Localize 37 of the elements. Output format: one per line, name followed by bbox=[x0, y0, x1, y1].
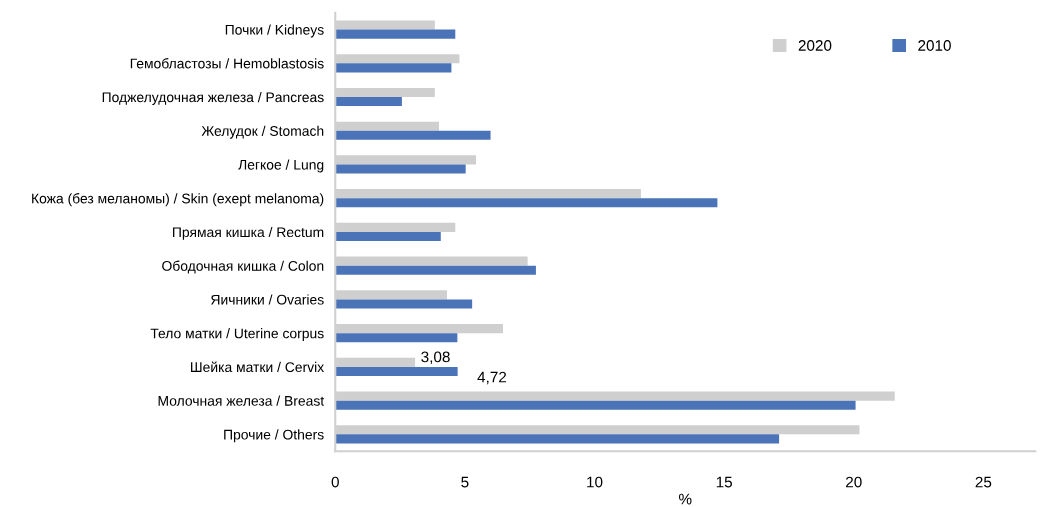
bar bbox=[335, 130, 491, 140]
y-tick-label: Ободочная кишка / Colon bbox=[162, 260, 324, 274]
y-tick-label: Почки / Kidneys bbox=[225, 24, 324, 38]
y-tick-label: Шейка матки / Cervix bbox=[191, 361, 325, 373]
x-tick-label: 20 bbox=[846, 476, 862, 488]
legend-label: 2020 bbox=[798, 40, 832, 51]
bar bbox=[335, 198, 718, 208]
data-label: 4,72 bbox=[477, 371, 507, 385]
y-tick-label: Прямая кишка / Rectum bbox=[173, 226, 324, 240]
y-tick-label: Кожа (без меланомы) / Skin (exept melanoma) bbox=[32, 193, 324, 207]
bar bbox=[335, 265, 536, 275]
bar bbox=[335, 29, 456, 39]
x-tick-label: 25 bbox=[975, 476, 992, 488]
x-tick-label: 0 bbox=[331, 476, 339, 488]
bar bbox=[335, 231, 441, 242]
y-tick-label: Прочие / Others bbox=[224, 429, 324, 443]
bar bbox=[335, 434, 780, 444]
x-tick-label: 5 bbox=[461, 476, 469, 488]
bar bbox=[335, 366, 458, 376]
bar bbox=[335, 400, 856, 410]
y-tick-label: Тело матки / Uterine corpus bbox=[150, 328, 324, 342]
bar bbox=[335, 299, 473, 309]
x-tick-label: 10 bbox=[587, 476, 603, 488]
bar bbox=[335, 164, 466, 174]
y-tick-label: Гемобластозы / Hemoblastosis bbox=[130, 58, 324, 69]
bar bbox=[335, 333, 458, 343]
bar bbox=[335, 63, 452, 73]
y-tick-label: Поджелудочная железа / Pancreas bbox=[102, 91, 324, 105]
bar bbox=[335, 97, 402, 107]
data-label: 3,08 bbox=[421, 351, 450, 365]
x-axis-title: % bbox=[679, 493, 692, 505]
legend-label: 2010 bbox=[918, 40, 951, 51]
y-tick-label: Легкое / Lung bbox=[238, 159, 324, 173]
x-tick-label: 15 bbox=[716, 476, 732, 488]
y-tick-label: Яичники / Ovaries bbox=[211, 294, 324, 305]
y-tick-label: Молочная железа / Breast bbox=[158, 395, 325, 406]
y-tick-label: Желудок / Stomach bbox=[201, 125, 324, 139]
